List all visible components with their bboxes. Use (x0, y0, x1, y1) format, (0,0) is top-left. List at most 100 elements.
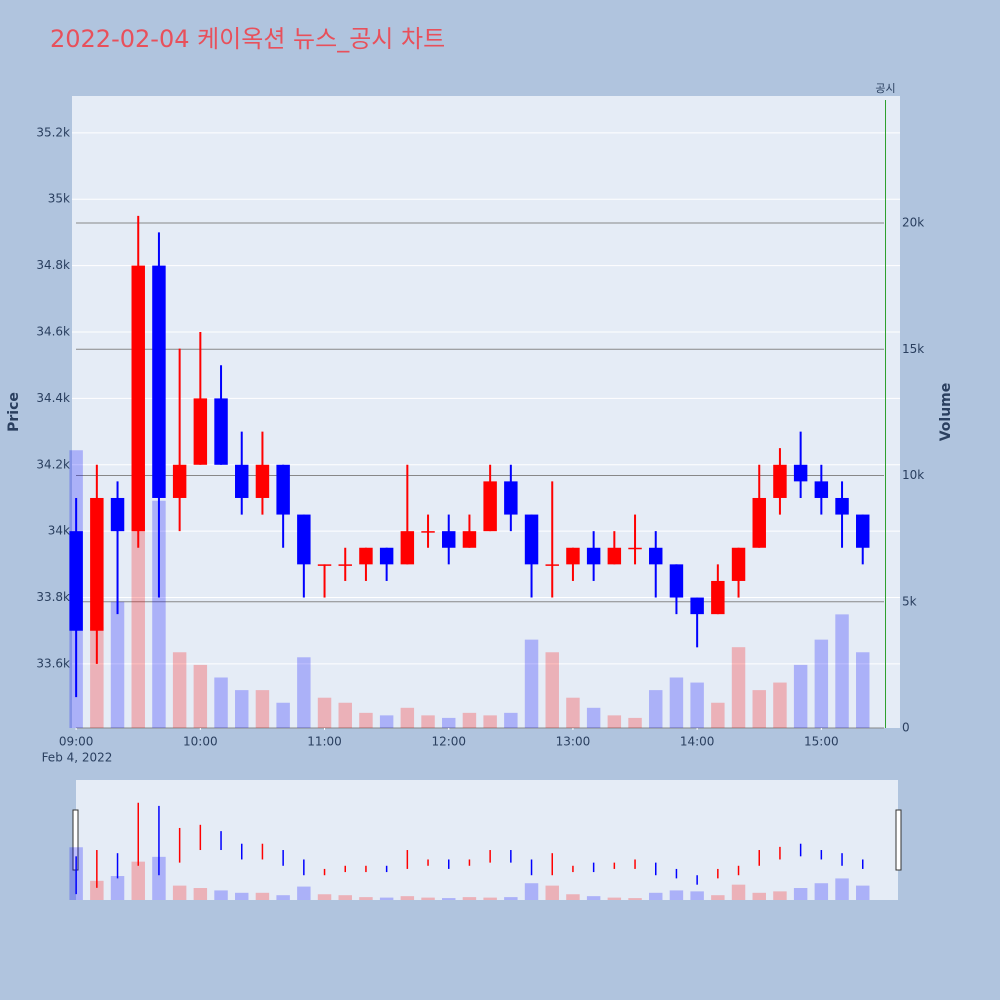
slider-volume (814, 883, 829, 900)
slider-volume (214, 890, 228, 900)
slider-volume (317, 894, 332, 900)
slider-volume (359, 897, 373, 900)
volume-bar (628, 717, 642, 728)
candle-body (752, 497, 766, 548)
candle-body (524, 514, 539, 565)
y-tick-label: 35.2k (36, 125, 70, 139)
slider-volume (835, 878, 849, 900)
candle-body (607, 547, 622, 565)
slider-volume (442, 898, 456, 900)
volume-bar (338, 702, 352, 728)
candle-body (793, 464, 808, 482)
x-tick-label: 13:00 (556, 735, 591, 749)
slider-volume (69, 847, 83, 900)
volume-bar (856, 652, 870, 728)
slider-volume (628, 898, 642, 900)
volume-bar (752, 690, 766, 728)
candle-body (400, 531, 415, 565)
volume-bar (235, 690, 249, 728)
candle-body (214, 398, 228, 465)
volume-bar (524, 639, 539, 728)
volume-bar (152, 500, 166, 728)
y-tick-label: 34.6k (36, 325, 70, 339)
candle-body (586, 547, 601, 565)
volume-bar (793, 664, 808, 728)
volume-bar (421, 715, 435, 728)
y-tick-label: 34.4k (36, 391, 70, 405)
volume-bar (297, 657, 311, 728)
candle-body (773, 464, 787, 498)
slider-volume (152, 856, 166, 900)
candle-body (235, 464, 249, 498)
chart-title: 2022-02-04 케이옥션 뉴스_공시 차트 (50, 25, 445, 53)
y-tick-label: 34.2k (36, 457, 70, 471)
volume-bar (462, 712, 477, 728)
volume-bar (442, 717, 456, 728)
slider-volume (110, 876, 125, 900)
volume-bar (835, 614, 849, 728)
y2-tick-label: 0 (902, 721, 910, 735)
candle-body (379, 547, 394, 565)
volume-bar (483, 715, 497, 728)
volume-bar (586, 707, 601, 728)
volume-bar (731, 647, 746, 728)
volume-bar (131, 526, 145, 728)
slider-volume (773, 891, 787, 900)
slider-volume (483, 897, 497, 900)
volume-bar (607, 715, 622, 728)
candle-body (628, 547, 642, 550)
volume-bar (90, 627, 104, 728)
y2-tick-label: 10k (902, 468, 924, 482)
slider-handle[interactable] (895, 809, 902, 871)
volume-bar (773, 682, 787, 728)
x-tick-label: 10:00 (183, 735, 218, 749)
y-tick-label: 33.6k (36, 656, 70, 670)
slider-volume (462, 897, 477, 900)
candle-body (193, 398, 208, 465)
slider-volume (524, 883, 539, 900)
y2-tick-label: 5k (902, 594, 917, 608)
slider-volume (711, 895, 725, 900)
volume-bar (545, 652, 559, 728)
slider-volume (566, 894, 580, 900)
candle-body (297, 514, 311, 565)
slider-volume (255, 892, 270, 900)
annotation-label: 공시 (875, 82, 895, 95)
volume-bar (317, 697, 332, 728)
x-tick-label: 15:00 (804, 735, 839, 749)
candle-body (856, 514, 870, 548)
slider-volume (297, 886, 311, 900)
slider-volume (586, 896, 601, 900)
candle-body (483, 481, 497, 532)
candle-body (131, 265, 145, 532)
candle-body (255, 464, 270, 498)
candle-body (442, 531, 456, 548)
slider-volume (690, 891, 704, 900)
candle-body (152, 265, 166, 498)
slider-volume (545, 885, 559, 900)
candle-body (172, 464, 187, 498)
slider-volume (421, 897, 435, 900)
y-axis-title: Price (6, 392, 22, 432)
slider-volume (504, 897, 518, 900)
range-slider[interactable] (76, 780, 898, 900)
volume-bar (814, 639, 829, 728)
y-tick-label: 35k (48, 192, 70, 206)
x-tick-label: 12:00 (431, 735, 466, 749)
candle-body (69, 531, 83, 631)
volume-bar (359, 712, 373, 728)
slider-volume (669, 890, 684, 900)
candle-body (359, 547, 373, 565)
volume-bar (110, 601, 125, 728)
candle-body (835, 497, 849, 515)
candle-body (90, 497, 104, 631)
candle-body (276, 464, 290, 515)
slider-volume (235, 892, 249, 900)
candle-body (338, 564, 352, 566)
volume-bar (669, 677, 684, 728)
slider-volume (131, 861, 145, 900)
candle-body (669, 564, 684, 598)
y-tick-label: 34k (48, 524, 70, 538)
candle-body (566, 547, 580, 565)
